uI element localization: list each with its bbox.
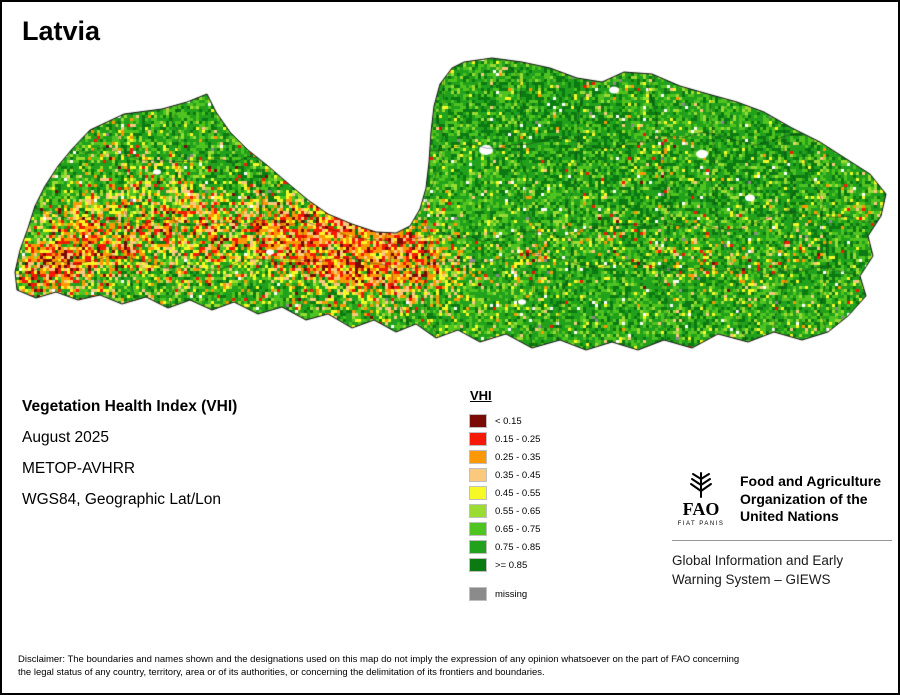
legend-label: 0.45 - 0.55 xyxy=(495,487,541,499)
legend-swatch xyxy=(469,486,487,500)
legend: VHI < 0.15 0.15 - 0.25 0.25 - 0.35 0.35 - 0… xyxy=(469,388,541,603)
fao-org-line: Organization of the xyxy=(740,490,868,507)
legend-row: >= 0.85 xyxy=(469,556,540,574)
fao-logo-motto: FIAT PANIS xyxy=(678,521,725,527)
legend-row: < 0.15 xyxy=(469,412,540,430)
metadata-period: August 2025 xyxy=(22,429,110,446)
legend-row: 0.45 - 0.55 xyxy=(469,484,541,502)
metadata-sensor: METOP-AVHRR xyxy=(22,460,136,477)
legend-swatch xyxy=(469,450,487,464)
legend-row: 0.55 - 0.65 xyxy=(469,502,541,520)
fao-divider xyxy=(672,540,892,541)
legend-swatch xyxy=(469,414,487,428)
wheat-icon xyxy=(690,472,712,498)
legend-swatch xyxy=(469,504,487,518)
legend-row: 0.35 - 0.45 xyxy=(469,466,541,484)
map-metadata: Vegetation Health Index (VHI) August 202… xyxy=(22,398,237,522)
legend-swatch xyxy=(469,468,487,482)
legend-row: 0.75 - 0.85 xyxy=(469,538,541,556)
legend-missing: missing xyxy=(469,585,540,603)
legend-swatch xyxy=(469,558,487,572)
legend-swatch xyxy=(469,587,487,601)
legend-swatch xyxy=(469,432,487,446)
legend-title: VHI xyxy=(470,388,492,403)
legend-label: 0.15 - 0.25 xyxy=(495,433,541,445)
legend-label: 0.65 - 0.75 xyxy=(495,523,541,535)
legend-label: 0.75 - 0.85 xyxy=(495,541,541,553)
legend-row: 0.15 - 0.25 xyxy=(469,430,541,448)
legend-row: 0.25 - 0.35 xyxy=(469,448,541,466)
fao-org-line: United Nations xyxy=(740,508,839,524)
legend-label: 0.25 - 0.35 xyxy=(495,451,541,463)
fao-block: FAO FIAT PANIS Food and Agriculture Orga… xyxy=(672,470,892,589)
legend-label: < 0.15 xyxy=(495,415,522,427)
disclaimer-text: Disclaimer: The boundaries and names sho… xyxy=(18,654,740,678)
metadata-projection: WGS84, Geographic Lat/Lon xyxy=(22,491,222,508)
legend-label: 0.35 - 0.45 xyxy=(495,469,541,481)
fao-header: FAO FIAT PANIS Food and Agriculture Orga… xyxy=(672,470,892,528)
fao-org-name: Food and Agriculture Organization of the… xyxy=(740,470,881,526)
legend-swatch xyxy=(469,522,487,536)
giews-line: Warning System – GIEWS xyxy=(672,572,831,587)
metadata-heading: Vegetation Health Index (VHI) xyxy=(22,398,238,415)
legend-row: missing xyxy=(469,585,540,603)
legend-row: 0.65 - 0.75 xyxy=(469,520,541,538)
legend-entries: < 0.15 0.15 - 0.25 0.25 - 0.35 0.35 - 0.45 0… xyxy=(469,412,541,574)
fao-logo-text: FAO xyxy=(683,499,720,519)
giews-line: Global Information and Early xyxy=(672,553,844,568)
legend-label: 0.55 - 0.65 xyxy=(495,505,541,517)
giews-text: Global Information and Early Warning Sys… xyxy=(672,551,892,589)
legend-label: >= 0.85 xyxy=(495,559,528,571)
fao-logo: FAO FIAT PANIS xyxy=(678,472,725,527)
fao-org-line: Food and Agriculture xyxy=(740,473,882,489)
page-title: Latvia xyxy=(22,16,101,46)
legend-swatch xyxy=(469,540,487,554)
legend-label: missing xyxy=(495,588,528,600)
